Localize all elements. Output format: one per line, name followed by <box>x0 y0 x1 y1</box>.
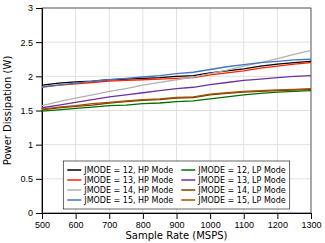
tick-label: 900 <box>169 220 184 230</box>
tick-mark <box>311 213 312 219</box>
legend-label: JMODE = 14, HP Mode <box>83 186 173 195</box>
tick-label: 0.5 <box>20 174 33 184</box>
tick-label: 2.5 <box>20 38 33 48</box>
tick-label: 1000 <box>201 220 221 230</box>
tick: 800 <box>136 213 151 230</box>
legend-label: JMODE = 13, LP Mode <box>197 176 286 185</box>
grid <box>42 8 311 213</box>
lines <box>42 50 311 111</box>
x-axis-title: Sample Rate (MSPS) <box>126 230 228 241</box>
tick-label: 1100 <box>235 220 254 230</box>
tick: 1000 <box>201 213 221 230</box>
tick-mark <box>36 145 42 146</box>
legend-item: JMODE = 14, LP Mode <box>181 186 286 195</box>
tick-mark <box>143 213 144 219</box>
tick-label: 1.5 <box>20 106 33 116</box>
tick-mark <box>210 213 211 219</box>
legend-swatch <box>67 179 81 181</box>
tick: 700 <box>102 213 117 230</box>
series-line <box>42 76 311 108</box>
tick: 0 <box>28 208 42 218</box>
legend-item: JMODE = 12, HP Mode <box>67 166 173 175</box>
legend-swatch <box>67 189 81 191</box>
tick-label: 0 <box>28 208 33 218</box>
legend-swatch <box>181 179 195 181</box>
legend-label: JMODE = 12, LP Mode <box>197 166 286 175</box>
tick: 2.5 <box>20 38 42 48</box>
legend-item: JMODE = 13, HP Mode <box>67 176 173 185</box>
tick-mark <box>36 76 42 77</box>
legend-item: JMODE = 13, LP Mode <box>181 176 286 185</box>
series-line <box>42 89 311 110</box>
legend-swatch <box>67 199 81 201</box>
tick-label: 1200 <box>268 220 288 230</box>
legend-swatch <box>67 169 81 171</box>
tick: 3 <box>28 3 42 13</box>
legend-label: JMODE = 14, LP Mode <box>197 186 286 195</box>
tick-mark <box>177 213 178 219</box>
tick: 0.5 <box>20 174 42 184</box>
legend-label: JMODE = 13, HP Mode <box>83 176 173 185</box>
tick-mark <box>36 42 42 43</box>
legend-label: JMODE = 12, HP Mode <box>83 166 173 175</box>
legend-item: JMODE = 12, LP Mode <box>181 166 286 175</box>
tick-mark <box>109 213 110 219</box>
tick: 1200 <box>268 213 288 230</box>
y-axis: 0 0.5 1 1.5 2 2.5 3 <box>20 3 42 218</box>
tick: 2 <box>28 72 42 82</box>
tick-label: 3 <box>28 3 33 13</box>
legend-swatch <box>181 189 195 191</box>
tick-mark <box>244 213 245 219</box>
grid-line <box>42 144 311 145</box>
x-axis: 500 600 700 800 900 1000 1100 1200 1300 <box>35 213 322 230</box>
grid-line <box>42 42 311 43</box>
legend-swatch <box>181 199 195 201</box>
tick-label: 500 <box>35 220 50 230</box>
tick-label: 800 <box>136 220 151 230</box>
series-line <box>42 59 311 87</box>
tick-mark <box>36 111 42 112</box>
tick: 900 <box>169 213 184 230</box>
tick: 1.5 <box>20 106 42 116</box>
axis-line <box>36 9 43 214</box>
chart: 500 600 700 800 900 1000 1100 1200 1300 0 0.5 1 1.5 2… <box>0 0 325 243</box>
legend-label: JMODE = 15, LP Mode <box>197 196 286 205</box>
legend-label: JMODE = 15, HP Mode <box>83 196 173 205</box>
legend-item: JMODE = 15, HP Mode <box>67 196 173 205</box>
tick-label: 1300 <box>301 220 321 230</box>
legend-swatch <box>181 169 195 171</box>
tick: 1 <box>28 140 42 150</box>
legend-box <box>63 161 289 209</box>
tick-label: 2 <box>28 72 33 82</box>
grid-line <box>42 110 311 111</box>
y-axis-title: Power Dissipation (W) <box>2 56 13 166</box>
plot: 500 600 700 800 900 1000 1100 1200 1300 0 0.5 1 1.5 2… <box>20 3 321 230</box>
legend-item: JMODE = 14, HP Mode <box>67 186 173 195</box>
tick-mark <box>36 179 42 180</box>
tick-label: 700 <box>102 220 117 230</box>
series-line <box>42 89 311 110</box>
tick-mark <box>36 213 42 214</box>
plot-frame <box>42 8 311 213</box>
axis-line <box>43 214 312 220</box>
legend: JMODE = 12, HP ModeJMODE = 13, HP ModeJM… <box>63 161 289 209</box>
tick: 1300 <box>301 213 321 230</box>
tick-mark <box>76 213 77 219</box>
tick: 500 <box>35 213 50 230</box>
tick: 1100 <box>235 213 254 230</box>
tick: 600 <box>69 213 84 230</box>
tick-mark <box>36 8 42 9</box>
legend-item: JMODE = 15, LP Mode <box>181 196 286 205</box>
tick-label: 600 <box>69 220 84 230</box>
tick-mark <box>277 213 278 219</box>
tick-label: 1 <box>28 140 33 150</box>
